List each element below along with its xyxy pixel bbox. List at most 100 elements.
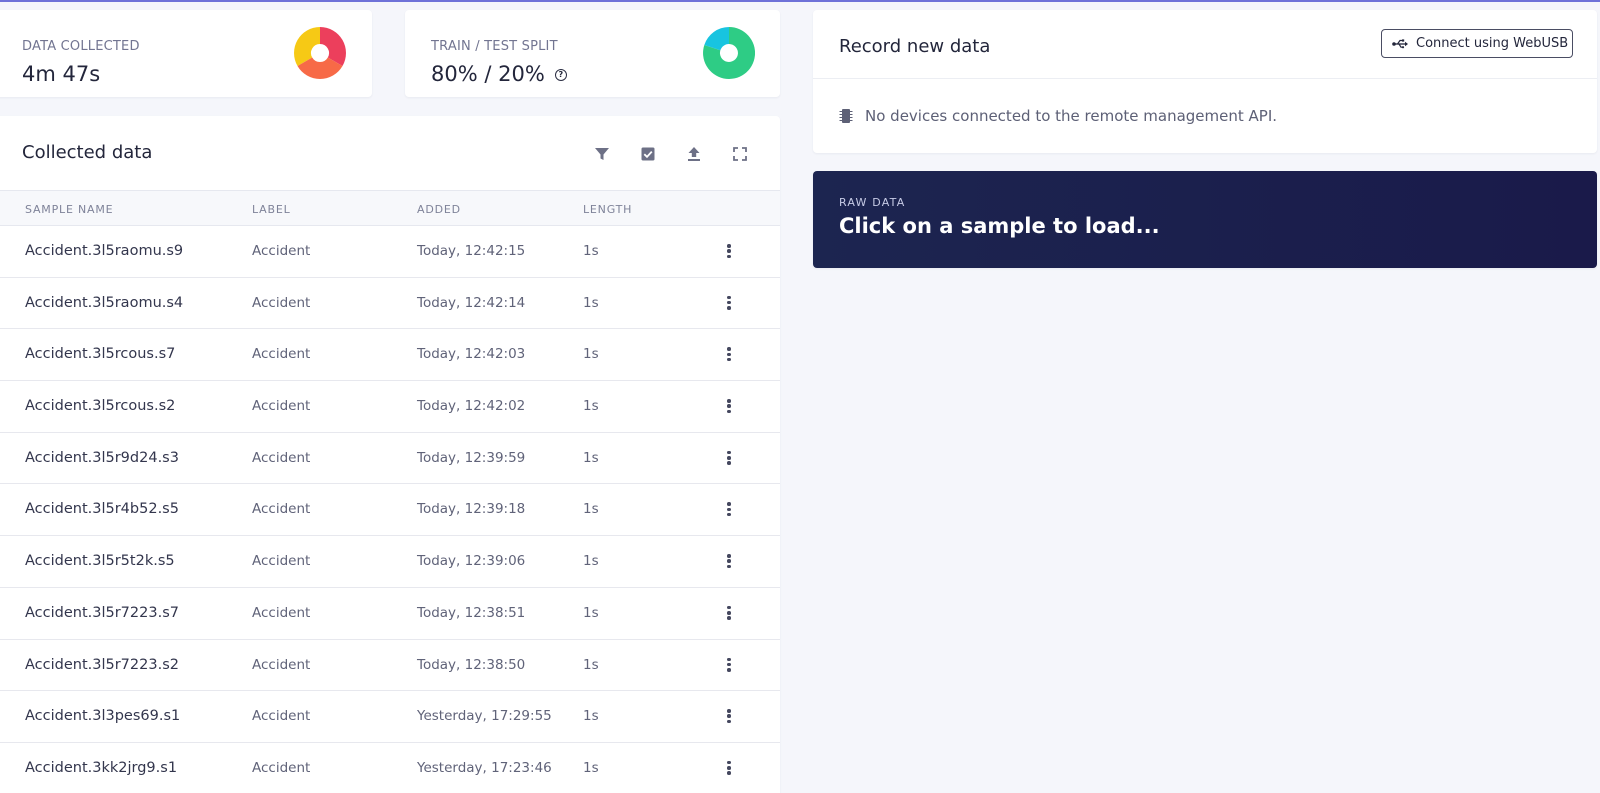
table-row[interactable]: Accident.3l5raomu.s4 Accident Today, 12:…	[0, 278, 780, 330]
sample-length: 1s	[583, 449, 599, 466]
sample-added: Today, 12:38:51	[417, 604, 526, 621]
sample-length: 1s	[583, 656, 599, 673]
collected-data-title: Collected data	[22, 142, 153, 163]
sample-label: Accident	[252, 759, 311, 776]
donut-segment-orange	[297, 57, 343, 79]
sample-name: Accident.3l5r4b52.s5	[25, 501, 179, 518]
donut-segment-red	[320, 27, 346, 66]
sample-added: Yesterday, 17:29:55	[417, 708, 552, 725]
kebab-menu-icon[interactable]	[724, 500, 734, 518]
sample-name: Accident.3l5r9d24.s3	[25, 449, 179, 466]
sample-label: Accident	[252, 243, 311, 259]
sample-length: 1s	[583, 501, 599, 518]
kebab-menu-icon[interactable]	[724, 294, 734, 312]
table-row[interactable]: Accident.3l5rcous.s2 Accident Today, 12:…	[0, 381, 780, 433]
column-header-sample-name[interactable]: SAMPLE NAME	[25, 203, 114, 216]
kebab-menu-icon[interactable]	[724, 759, 734, 777]
no-devices-message: No devices connected to the remote manag…	[839, 107, 1277, 125]
train-test-split-card: TRAIN / TEST SPLIT 80% / 20%?	[405, 10, 780, 97]
raw-data-label: RAW DATA	[839, 196, 906, 209]
train-test-split-label: TRAIN / TEST SPLIT	[431, 39, 558, 54]
sample-length: 1s	[583, 604, 599, 621]
sample-name: Accident.3l5raomu.s4	[25, 294, 184, 311]
table-row[interactable]: Accident.3l5r4b52.s5 Accident Today, 12:…	[0, 484, 780, 537]
data-collected-donut	[294, 27, 346, 79]
sample-name: Accident.3l5r5t2k.s5	[25, 553, 175, 570]
data-collected-card: DATA COLLECTED 4m 47s	[0, 10, 372, 97]
kebab-menu-icon[interactable]	[724, 707, 734, 725]
sample-name: Accident.3l5r7223.s7	[25, 604, 179, 621]
kebab-menu-icon[interactable]	[724, 449, 734, 467]
kebab-menu-icon[interactable]	[724, 345, 734, 363]
sample-length: 1s	[583, 553, 599, 570]
chip-icon	[839, 109, 853, 123]
table-row[interactable]: Accident.3l5rcous.s7 Accident Today, 12:…	[0, 329, 780, 382]
data-collected-value: 4m 47s	[22, 62, 101, 86]
table-row[interactable]: Accident.3l5r5t2k.s5 Accident Today, 12:…	[0, 536, 780, 588]
sample-list: Accident.3l5raomu.s9 Accident Today, 12:…	[0, 226, 780, 793]
kebab-menu-icon[interactable]	[724, 397, 734, 415]
sample-length: 1s	[583, 708, 599, 725]
no-devices-text: No devices connected to the remote manag…	[865, 107, 1278, 125]
sample-added: Today, 12:42:02	[417, 398, 526, 415]
column-header-added[interactable]: ADDED	[417, 203, 461, 216]
table-row[interactable]: Accident.3l5r7223.s7 Accident Today, 12:…	[0, 588, 780, 640]
select-all-icon[interactable]	[636, 142, 660, 166]
sample-label: Accident	[252, 449, 311, 466]
raw-data-card: RAW DATA Click on a sample to load...	[813, 171, 1597, 268]
column-header-label[interactable]: LABEL	[252, 203, 291, 216]
sample-added: Today, 12:42:14	[417, 294, 526, 311]
sample-name: Accident.3l5r7223.s2	[25, 656, 179, 673]
sample-label: Accident	[252, 398, 311, 415]
sample-name: Accident.3l5rcous.s7	[25, 346, 176, 363]
usb-icon	[1392, 38, 1408, 48]
table-row[interactable]: Accident.3l5raomu.s9 Accident Today, 12:…	[0, 226, 780, 278]
kebab-menu-icon[interactable]	[724, 604, 734, 622]
sample-length: 1s	[583, 398, 599, 415]
filter-icon[interactable]	[590, 142, 614, 166]
train-test-split-donut	[703, 27, 755, 79]
sample-name: Accident.3l5raomu.s9	[25, 243, 184, 259]
sample-added: Today, 12:38:50	[417, 656, 526, 673]
sample-added: Today, 12:39:18	[417, 501, 526, 518]
sample-added: Today, 12:42:03	[417, 346, 526, 363]
table-header: SAMPLE NAME LABEL ADDED LENGTH	[0, 190, 780, 226]
table-row[interactable]: Accident.3l5r7223.s2 Accident Today, 12:…	[0, 640, 780, 692]
table-row[interactable]: Accident.3l3pes69.s1 Accident Yesterday,…	[0, 691, 780, 743]
sample-length: 1s	[583, 243, 599, 259]
record-divider	[813, 78, 1597, 79]
connect-webusb-label: Connect using WebUSB	[1416, 36, 1569, 51]
column-header-length[interactable]: LENGTH	[583, 203, 633, 216]
train-test-split-value: 80% / 20%	[431, 62, 545, 86]
sample-label: Accident	[252, 294, 311, 311]
sample-label: Accident	[252, 553, 311, 570]
sample-label: Accident	[252, 656, 311, 673]
sample-name: Accident.3l3pes69.s1	[25, 708, 181, 725]
kebab-menu-icon[interactable]	[724, 552, 734, 570]
upload-icon[interactable]	[682, 142, 706, 166]
top-accent-bar	[0, 0, 1600, 2]
sample-length: 1s	[583, 759, 599, 776]
sample-length: 1s	[583, 294, 599, 311]
sample-length: 1s	[583, 346, 599, 363]
sample-added: Today, 12:42:15	[417, 243, 526, 259]
raw-data-placeholder: Click on a sample to load...	[839, 214, 1160, 238]
connect-webusb-button[interactable]: Connect using WebUSB	[1381, 29, 1573, 58]
kebab-menu-icon[interactable]	[724, 656, 734, 674]
data-collected-label: DATA COLLECTED	[22, 39, 140, 54]
table-row[interactable]: Accident.3kk2jrg9.s1 Accident Yesterday,…	[0, 743, 780, 793]
table-row[interactable]: Accident.3l5r9d24.s3 Accident Today, 12:…	[0, 433, 780, 485]
train-test-split-value-row: 80% / 20%?	[431, 62, 567, 86]
collected-data-card: Collected data SAMPLE NAME LABEL ADDED L…	[0, 116, 780, 793]
sample-label: Accident	[252, 501, 311, 518]
kebab-menu-icon[interactable]	[724, 242, 734, 260]
donut-segment-train	[703, 27, 755, 79]
help-icon[interactable]: ?	[554, 69, 567, 81]
sample-added: Today, 12:39:06	[417, 553, 526, 570]
sample-name: Accident.3kk2jrg9.s1	[25, 759, 178, 776]
sample-label: Accident	[252, 604, 311, 621]
fullscreen-icon[interactable]	[728, 142, 752, 166]
sample-label: Accident	[252, 708, 311, 725]
sample-added: Yesterday, 17:23:46	[417, 759, 552, 776]
record-new-data-title: Record new data	[839, 36, 991, 57]
